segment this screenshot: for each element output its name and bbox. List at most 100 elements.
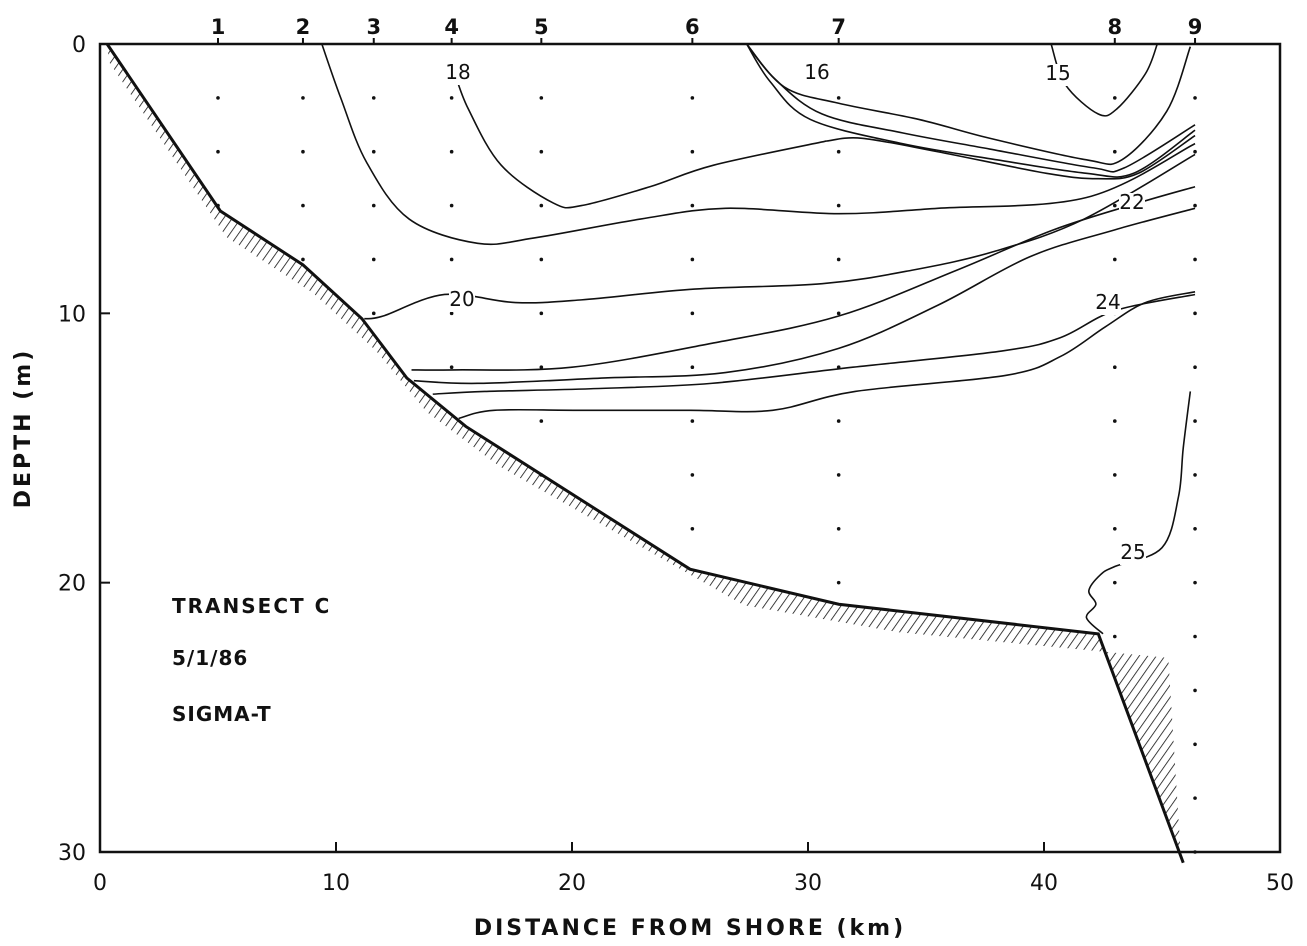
sample-dot [1113, 257, 1117, 262]
sample-dot [371, 203, 376, 208]
sample-dot [1113, 365, 1117, 370]
sample-dot [836, 149, 841, 154]
sample-dot [690, 203, 695, 208]
sample-dot [1193, 688, 1197, 693]
station-label: 2 [296, 15, 311, 39]
station-label: 8 [1107, 15, 1122, 39]
station-label: 4 [444, 15, 459, 39]
sample-dot [836, 96, 841, 100]
station-label: 9 [1188, 15, 1203, 39]
sample-dot [1113, 96, 1117, 100]
sample-dot [1193, 311, 1197, 316]
sample-dot [301, 257, 305, 262]
bottom-profile-line [105, 43, 1185, 864]
sample-dot [836, 311, 841, 316]
sample-dot [449, 203, 454, 208]
contour-line [746, 43, 1192, 166]
sample-dot [539, 96, 544, 100]
contour-label-bg [1120, 543, 1146, 565]
station-label: 7 [831, 15, 846, 39]
sample-dot [1113, 473, 1117, 477]
y-axis-label: DEPTH (m) [11, 348, 36, 509]
station-label: 5 [534, 15, 549, 39]
sample-dot [371, 257, 376, 262]
sample-dot [690, 419, 695, 423]
sample-dot [539, 365, 544, 370]
y-axis-ticks: 0 10 20 30 [58, 33, 110, 866]
plot-frame [98, 42, 1282, 854]
sample-dot [1193, 419, 1197, 423]
contour-line [411, 185, 1196, 371]
sample-dot [1113, 203, 1117, 208]
contour-label-bg [445, 63, 471, 85]
contour-line [745, 43, 1196, 178]
sample-dot [836, 419, 841, 423]
sample-dot [371, 311, 376, 316]
contour-label: 20 [449, 287, 474, 311]
sample-dot [1193, 742, 1197, 747]
contour-label: 22 [1119, 190, 1144, 214]
contour-line [364, 153, 1196, 320]
sample-dots [216, 96, 1197, 854]
station-labels: 1 2 3 4 5 6 7 8 9 [211, 15, 1203, 44]
sample-dot [449, 149, 454, 154]
sample-dot [539, 257, 544, 262]
sample-dot [690, 257, 695, 262]
station-label: 1 [211, 15, 226, 39]
contour-label-bg [804, 63, 830, 85]
sigma-t-contours: 15 16 18 20 22 24 25 [321, 43, 1196, 635]
contour-line [432, 293, 1196, 395]
sample-dot [539, 203, 544, 208]
contour-line [458, 291, 1196, 420]
x-tick-label: 40 [1030, 871, 1058, 896]
x-tick-label: 0 [93, 871, 107, 896]
sample-dot [1113, 580, 1117, 585]
sample-dot [1113, 634, 1117, 639]
sample-dot [1193, 634, 1197, 639]
contour-label-bg [449, 290, 475, 312]
sample-dot [301, 149, 305, 154]
sample-dot [1193, 473, 1197, 477]
y-tick-label: 30 [58, 841, 86, 866]
station-label: 3 [366, 15, 381, 39]
sample-dot [301, 203, 305, 208]
sample-dot [539, 419, 544, 423]
seabed-hatch [107, 44, 1184, 863]
contour-line [746, 43, 1196, 173]
sample-dot [216, 96, 220, 100]
x-tick-label: 30 [794, 871, 822, 896]
sample-dot [1113, 149, 1117, 154]
sample-dot [1113, 419, 1117, 423]
contour-label-bg [1119, 193, 1145, 215]
sample-dot [1193, 203, 1197, 208]
sample-dot [690, 149, 695, 154]
contour-line [1085, 391, 1192, 635]
sample-dot [301, 96, 305, 100]
sample-dot [449, 311, 454, 316]
sample-dot [1193, 796, 1197, 800]
contour-label: 18 [445, 60, 470, 84]
sample-dot [690, 96, 695, 100]
sample-dot [1193, 257, 1197, 262]
annotation-block: TRANSECT C 5/1/86 SIGMA-T [172, 594, 331, 726]
sample-dot [836, 527, 841, 531]
sample-dot [449, 96, 454, 100]
contour-line [826, 134, 1196, 180]
sample-dot [690, 311, 695, 316]
sample-dot [539, 149, 544, 154]
annotation-transect: TRANSECT C [172, 594, 331, 618]
sample-dot [371, 149, 376, 154]
sample-dot [836, 580, 841, 585]
x-axis-ticks: 0 10 20 30 40 50 [93, 842, 1294, 896]
contour-line [413, 207, 1196, 385]
sample-dot [1193, 580, 1197, 585]
sample-dot [449, 365, 454, 370]
x-tick-label: 10 [322, 871, 350, 896]
sample-dot [449, 257, 454, 262]
contour-label: 25 [1120, 540, 1145, 564]
y-tick-label: 20 [58, 572, 86, 597]
contour-label: 16 [804, 60, 829, 84]
contour-line [321, 43, 1196, 246]
contour-label: 15 [1045, 61, 1070, 85]
